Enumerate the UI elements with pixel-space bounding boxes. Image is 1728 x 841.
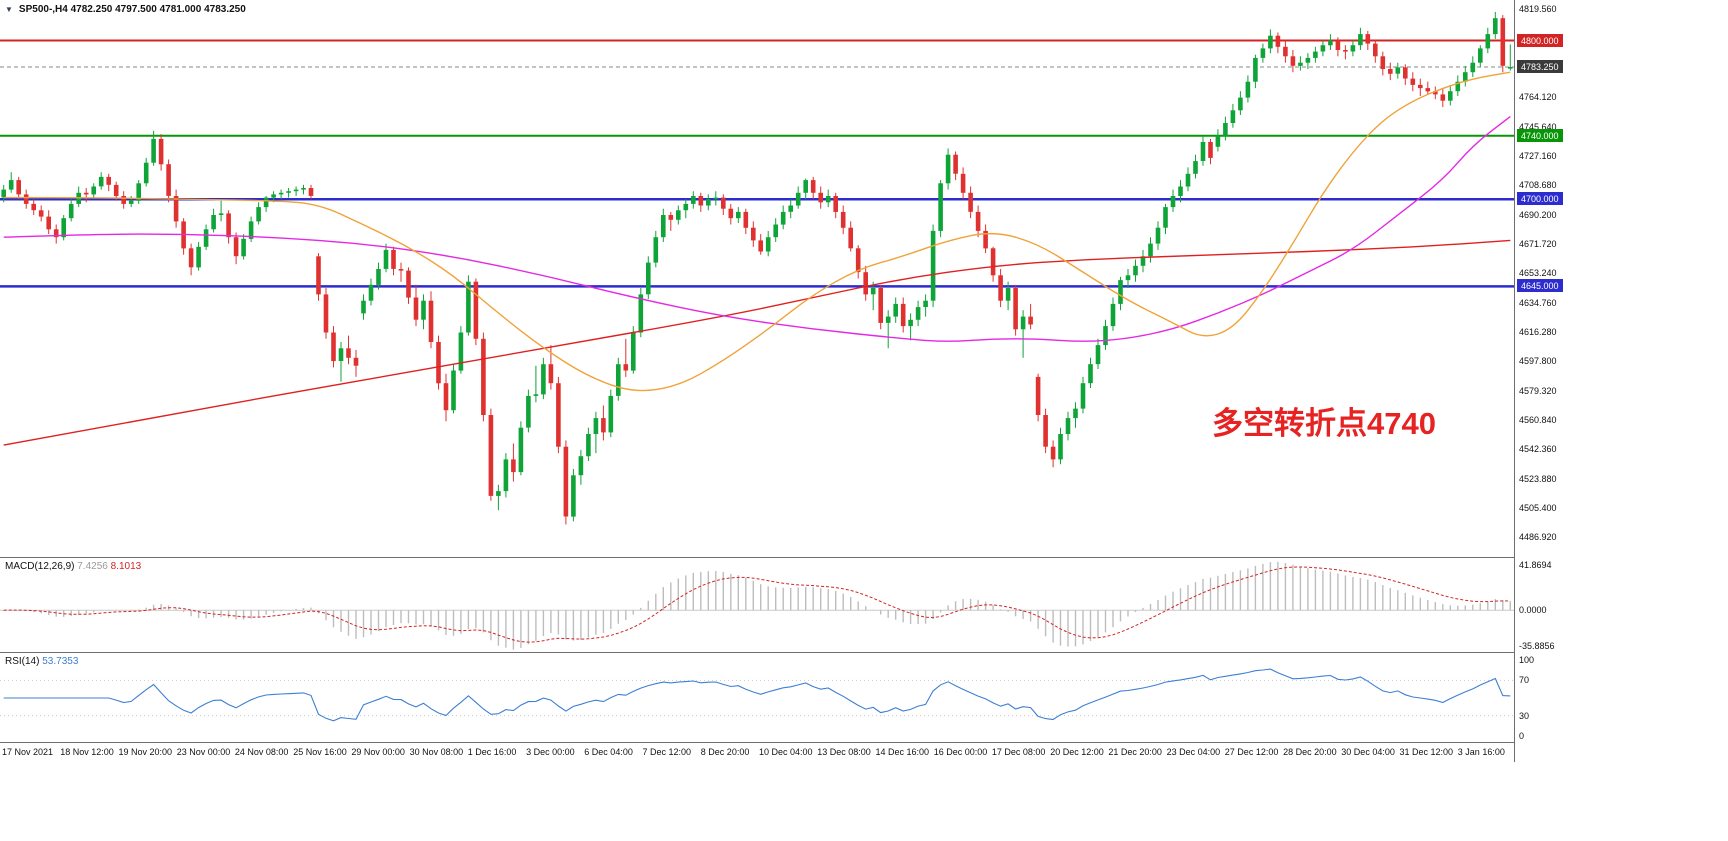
rsi-value: 53.7353 [42,656,79,667]
price-axis-tick: 4486.920 [1519,532,1557,543]
price-axis-tick: 4505.400 [1519,503,1557,513]
price-axis-tick: 4671.720 [1519,239,1557,249]
price-axis-tick: 4727.160 [1519,151,1557,162]
level-lines-layer[interactable] [0,39,1514,288]
macd-label: MACD(12,26,9) 7.4256 8.1013 [5,561,141,572]
time-axis-label: 27 Dec 12:00 [1224,747,1279,757]
time-axis-label: 20 Dec 12:00 [1050,747,1104,757]
macd-axis-tick: -35.8856 [1519,641,1555,651]
time-axis-label: 3 Dec 00:00 [526,747,575,757]
ma-slow-red [3,239,1511,446]
time-axis-label: 17 Dec 08:00 [991,747,1046,757]
price-level-badge: 4700.000 [1517,192,1563,206]
time-axis-label: 28 Dec 20:00 [1283,747,1337,757]
time-axis-label: 29 Nov 00:00 [351,747,405,757]
price-chart-canvas[interactable] [0,0,1514,557]
price-axis-tick: 4819.560 [1519,4,1557,15]
price-axis[interactable]: 4819.5604801.0804782.6004764.1204745.640… [1514,0,1728,762]
price-axis-tick: 4579.320 [1519,385,1557,396]
candles-layer [1,11,1513,525]
time-axis-label: 31 Dec 12:00 [1399,747,1454,757]
price-axis-tick: 4690.200 [1519,209,1557,220]
time-axis-label: 10 Dec 04:00 [759,747,813,757]
price-level-badge: 4645.000 [1517,279,1563,293]
price-axis-tick: 4653.240 [1519,268,1557,279]
time-axis-label: 16 Dec 00:00 [933,747,988,757]
current-price-badge: 4783.250 [1517,60,1563,73]
rsi-line [3,668,1511,722]
macd-value-signal: 8.1013 [110,561,142,572]
symbol-ohlc-header: ▼ SP500-,H4 4782.250 4797.500 4781.000 47… [5,4,246,15]
price-axis-tick: 4542.360 [1519,444,1557,455]
time-axis-label: 24 Nov 08:00 [234,747,289,757]
ma-fast-orange [3,71,1511,392]
macd-axis-tick: 41.8694 [1519,560,1552,570]
price-axis-tick: 4560.840 [1519,415,1557,425]
rsi-canvas [0,668,1514,722]
macd-histogram [3,561,1511,650]
time-axis-label: 13 Dec 08:00 [817,747,871,757]
time-axis-label: 30 Nov 08:00 [409,747,464,757]
chart-menu-icon[interactable]: ▼ [5,5,13,14]
panel-separator[interactable] [0,557,1728,558]
price-axis-tick: 4745.640 [1519,121,1557,132]
time-axis-label: 18 Nov 12:00 [60,747,114,757]
time-axis-label: 19 Nov 20:00 [118,747,173,757]
time-axis-label: 3 Jan 16:00 [1457,747,1505,757]
macd-name: MACD(12,26,9) [5,561,75,572]
rsi-axis-tick: 70 [1519,675,1530,686]
time-axis[interactable]: 17 Nov 2021 18 Nov 12:00 19 Nov 20:00 23 No… [0,744,1514,762]
price-axis-tick: 4616.280 [1519,327,1557,337]
annotation-text[interactable]: 多空转折点4740 [1212,406,1436,441]
macd-canvas [0,561,1514,650]
rsi-panel[interactable]: RSI(14) 53.7353 [0,654,1514,742]
time-axis-label: 23 Nov 00:00 [176,747,231,757]
price-axis-tick: 4764.120 [1519,92,1557,103]
price-axis-tick: 4597.800 [1519,356,1557,367]
price-axis-tick: 4634.760 [1519,297,1557,308]
time-axis-label: 21 Dec 20:00 [1108,747,1162,757]
time-axis-label: 1 Dec 16:00 [467,747,517,757]
symbol-ohlc-text: SP500-,H4 4782.250 4797.500 4781.000 478… [18,4,246,15]
time-axis-label: 6 Dec 04:00 [584,747,633,757]
macd-signal-line [3,566,1511,643]
macd-value-main: 7.4256 [77,561,108,572]
rsi-axis-tick: 0 [1519,731,1525,741]
time-axis-label: 7 Dec 12:00 [642,747,692,757]
rsi-axis-tick: 30 [1519,710,1530,721]
price-level-badge: 4740.000 [1517,128,1563,142]
price-chart-panel[interactable]: ▼ SP500-,H4 4782.250 4797.500 4781.000 47… [0,0,1514,557]
panel-separator[interactable] [0,742,1728,743]
rsi-axis-tick: 100 [1519,655,1535,665]
macd-axis-tick: 0.0000 [1519,605,1547,616]
time-axis-label: 14 Dec 16:00 [875,747,930,757]
time-axis-label: 30 Dec 04:00 [1341,747,1395,757]
macd-panel[interactable]: MACD(12,26,9) 7.4256 8.1013 [0,559,1514,652]
price-axis-tick: 4523.880 [1519,473,1557,484]
price-level-badge: 4800.000 [1517,33,1563,47]
price-axis-tick: 4708.680 [1519,180,1557,191]
rsi-name: RSI(14) [5,656,40,667]
rsi-label: RSI(14) 53.7353 [5,656,78,667]
time-axis-label: 8 Dec 20:00 [700,747,750,757]
panel-separator[interactable] [0,652,1728,653]
time-axis-label: 23 Dec 04:00 [1166,747,1221,757]
time-axis-label: 17 Nov 2021 [2,747,54,757]
ma-mid-magenta [3,116,1511,342]
time-axis-label: 25 Nov 16:00 [293,747,347,757]
